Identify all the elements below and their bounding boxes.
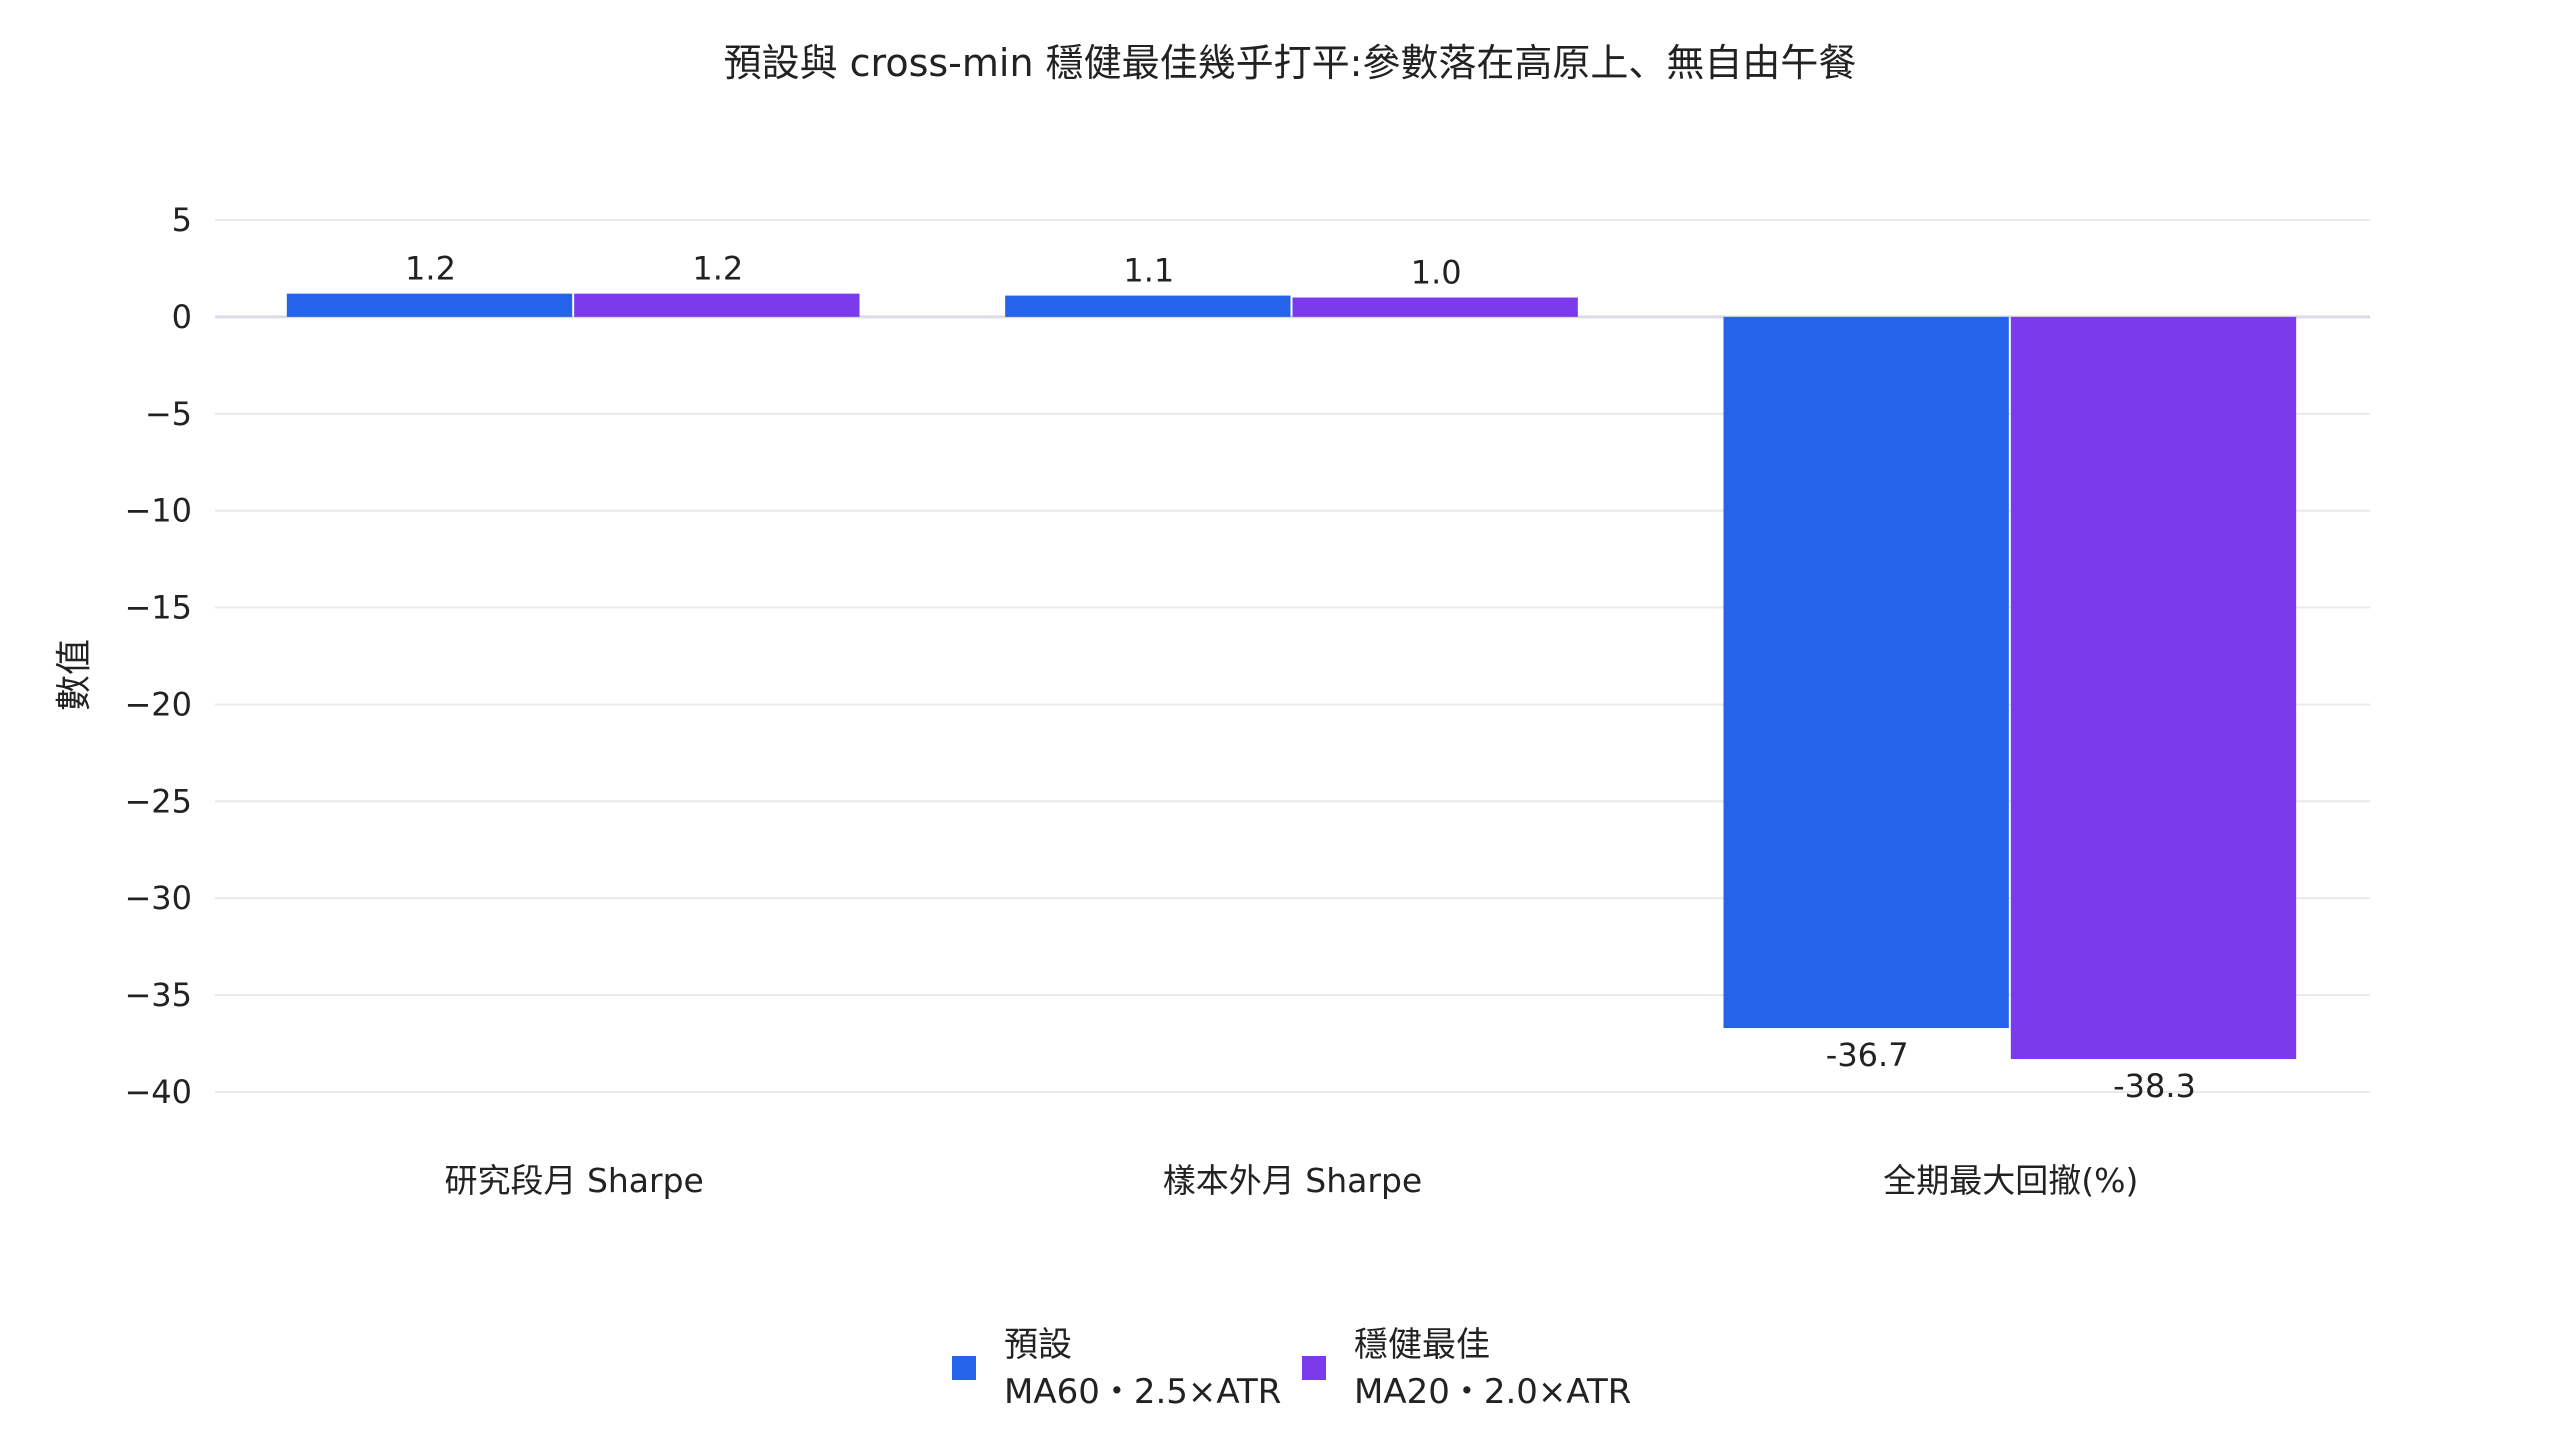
bar-value-label: 1.0	[1411, 254, 1462, 292]
y-tick-label: 0	[172, 298, 192, 336]
bars	[286, 293, 2297, 1060]
y-axis-title: 數值	[54, 639, 95, 711]
legend-sublabel: MA20・2.0×ATR	[1354, 1372, 1631, 1412]
legend[interactable]: 預設 MA60・2.5×ATR 穩健最佳 MA20・2.0×ATR	[952, 1325, 1631, 1412]
legend-label: 預設	[1004, 1325, 1072, 1365]
x-category-label: 樣本外月 Sharpe	[1163, 1161, 1422, 1200]
legend-item-default[interactable]: 預設 MA60・2.5×ATR	[952, 1325, 1281, 1412]
x-category-label: 全期最大回撤(%)	[1883, 1161, 2138, 1200]
y-tick-label: −35	[124, 976, 192, 1014]
y-tick-label: 5	[172, 201, 192, 239]
legend-swatch	[952, 1356, 976, 1380]
data-labels: 1.2 1.2 1.1 1.0 -36.7 -38.3	[405, 250, 2196, 1105]
legend-sublabel: MA60・2.5×ATR	[1004, 1372, 1281, 1412]
bar-robust-best-0[interactable]	[574, 293, 860, 317]
bar-default-1[interactable]	[1005, 295, 1291, 317]
y-tick-label: −15	[124, 589, 192, 627]
x-category-label: 研究段月 Sharpe	[444, 1161, 703, 1200]
y-tick-label: −20	[124, 685, 192, 723]
bar-value-label: -38.3	[2113, 1067, 2196, 1105]
bar-value-label: 1.2	[692, 250, 743, 288]
bar-robust-best-1[interactable]	[1292, 297, 1578, 317]
legend-label: 穩健最佳	[1354, 1325, 1490, 1365]
y-tick-label: −10	[124, 492, 192, 530]
bar-value-label: 1.1	[1123, 252, 1174, 290]
y-tick-label: −40	[124, 1073, 192, 1111]
y-tick-label: −30	[124, 879, 192, 917]
y-tick-label: −5	[145, 395, 192, 433]
bar-robust-best-2[interactable]	[2010, 316, 2297, 1060]
y-axis-ticks: 5 0 −5 −10 −15 −20 −25 −30 −35 −40	[124, 201, 192, 1111]
legend-swatch	[1302, 1356, 1326, 1380]
x-axis-categories: 研究段月 Sharpe 樣本外月 Sharpe 全期最大回撤(%)	[444, 1161, 2138, 1200]
bar-value-label: -36.7	[1826, 1036, 1909, 1074]
chart-title: 預設與 cross-min 穩健最佳幾乎打平:參數落在高原上、無自由午餐	[724, 41, 1857, 85]
bar-value-label: 1.2	[405, 250, 456, 288]
legend-item-robust-best[interactable]: 穩健最佳 MA20・2.0×ATR	[1302, 1325, 1631, 1412]
y-tick-label: −25	[124, 782, 192, 820]
bar-default-2[interactable]	[1723, 316, 2009, 1029]
bar-default-0[interactable]	[286, 293, 573, 317]
